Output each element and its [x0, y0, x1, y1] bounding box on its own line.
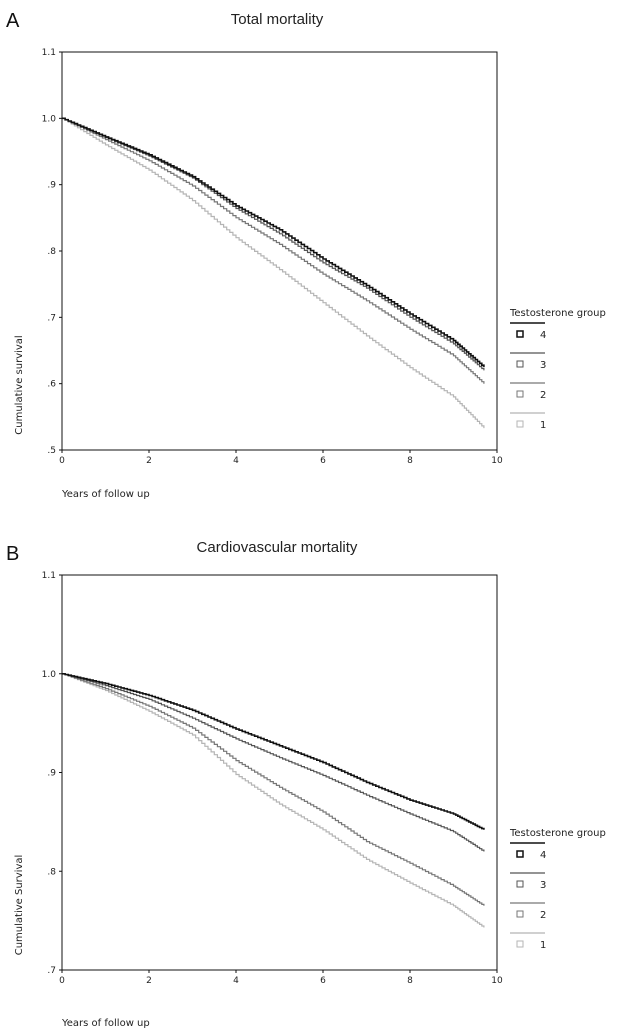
- series-line-group-2: [62, 117, 485, 384]
- series-line-group-1: [62, 673, 485, 928]
- legend-label-group-1: 1: [540, 940, 546, 951]
- x-axis-label-a: Years of follow up: [61, 489, 150, 500]
- series-line-group-4: [62, 673, 485, 830]
- y-tick-label: 1.0: [42, 670, 57, 680]
- legend-marker-group-3: [516, 880, 524, 888]
- legend-marker-group-2: [516, 390, 524, 398]
- legend-marker-group-1: [516, 420, 524, 428]
- plot-area-b: 0 2 4 6 8 10 .7 .8 .9 1.0 1.1: [42, 571, 503, 986]
- legend-marker-group-4: [516, 850, 524, 858]
- y-tick-label: .5: [47, 446, 56, 456]
- x-tick-label: 2: [146, 456, 152, 466]
- panel-letter-a: A: [6, 10, 20, 32]
- y-tick-label: 1.1: [42, 48, 56, 58]
- y-tick-label: .8: [47, 247, 56, 257]
- x-tick-label: 0: [59, 456, 65, 466]
- legend-marker-group-4: [516, 330, 524, 338]
- x-tick-label: 10: [491, 976, 503, 986]
- y-tick-label: 1.0: [42, 114, 57, 124]
- plot-frame: [61, 574, 498, 971]
- series-line-group-3: [62, 673, 485, 852]
- x-axis-label-b: Years of follow up: [61, 1018, 150, 1029]
- x-tick-label: 8: [407, 976, 413, 986]
- y-tick-label: .8: [47, 867, 56, 877]
- y-tick-label: .9: [47, 181, 56, 191]
- legend-label-group-1: 1: [540, 420, 546, 431]
- x-tick-label: 4: [233, 456, 239, 466]
- chart-title-a: Total mortality: [231, 11, 324, 28]
- y-tick-label: .7: [47, 313, 56, 323]
- legend-marker-group-1: [516, 940, 524, 948]
- series-line-group-2: [62, 673, 485, 906]
- y-axis-label-a: Cumulative survival: [14, 335, 25, 434]
- x-tick-label: 0: [59, 976, 65, 986]
- panel-letter-b: B: [6, 543, 19, 565]
- series-line-group-4: [62, 117, 485, 368]
- y-tick-label: 1.1: [42, 571, 56, 581]
- chart-title-b: Cardiovascular mortality: [197, 539, 358, 556]
- plot-area-a: 0 2 4 6 8 10 .5 .6 .7 .8 .9 1.0 1.1: [42, 48, 503, 466]
- y-tick-label: .9: [47, 769, 56, 779]
- series-line-group-3: [62, 117, 485, 371]
- legend-label-group-4: 4: [540, 850, 546, 861]
- x-tick-label: 10: [491, 456, 503, 466]
- legend-marker-group-2: [516, 910, 524, 918]
- legend-title-a: Testosterone group: [509, 308, 606, 319]
- legend-label-group-4: 4: [540, 330, 546, 341]
- series-line-group-1: [62, 117, 485, 429]
- y-axis-label-b: Cumulative Survival: [14, 855, 25, 956]
- x-tick-label: 6: [320, 976, 326, 986]
- legend-label-group-3: 3: [540, 360, 546, 371]
- y-tick-label: .7: [47, 966, 56, 976]
- plot-frame: [61, 51, 498, 451]
- x-tick-label: 2: [146, 976, 152, 986]
- legend-label-group-2: 2: [540, 390, 546, 401]
- legend-a: 4 3 2 1: [510, 322, 546, 431]
- x-tick-label: 8: [407, 456, 413, 466]
- legend-marker-group-3: [516, 360, 524, 368]
- y-tick-label: .6: [47, 380, 56, 390]
- x-tick-label: 4: [233, 976, 239, 986]
- legend-b: 4 3 2 1: [510, 842, 546, 951]
- x-tick-label: 6: [320, 456, 326, 466]
- legend-label-group-3: 3: [540, 880, 546, 891]
- legend-title-b: Testosterone group: [509, 828, 606, 839]
- legend-label-group-2: 2: [540, 910, 546, 921]
